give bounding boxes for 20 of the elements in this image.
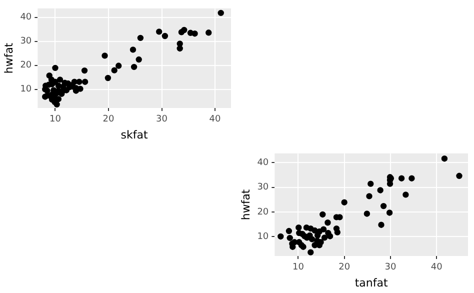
x-tick-label: 20	[102, 114, 114, 125]
y-axis-title: hwfat	[2, 42, 16, 74]
y-tick-label: 30	[20, 36, 32, 47]
y-tick-label: 40	[20, 12, 32, 23]
y-tick-label: 10	[20, 84, 32, 95]
x-tick-label: 30	[384, 262, 396, 273]
y-axis-title: hwfat	[239, 188, 252, 220]
x-tick-label: 10	[50, 114, 62, 125]
x-tick-label: 10	[292, 262, 304, 273]
y-tick-label: 20	[257, 207, 269, 218]
x-tick-label: 20	[338, 262, 350, 273]
y-tick-label: 40	[257, 158, 269, 168]
x-tick-label: 40	[430, 262, 443, 273]
x-tick-label: 30	[156, 114, 168, 125]
x-axis-title: tanfat	[354, 276, 388, 290]
y-tick-label: 10	[257, 232, 269, 242]
x-tick-label: 40	[209, 114, 222, 125]
y-tick-label: 20	[20, 60, 32, 71]
x-axis-title: skfat	[120, 128, 149, 142]
y-tick-label: 30	[257, 182, 269, 193]
